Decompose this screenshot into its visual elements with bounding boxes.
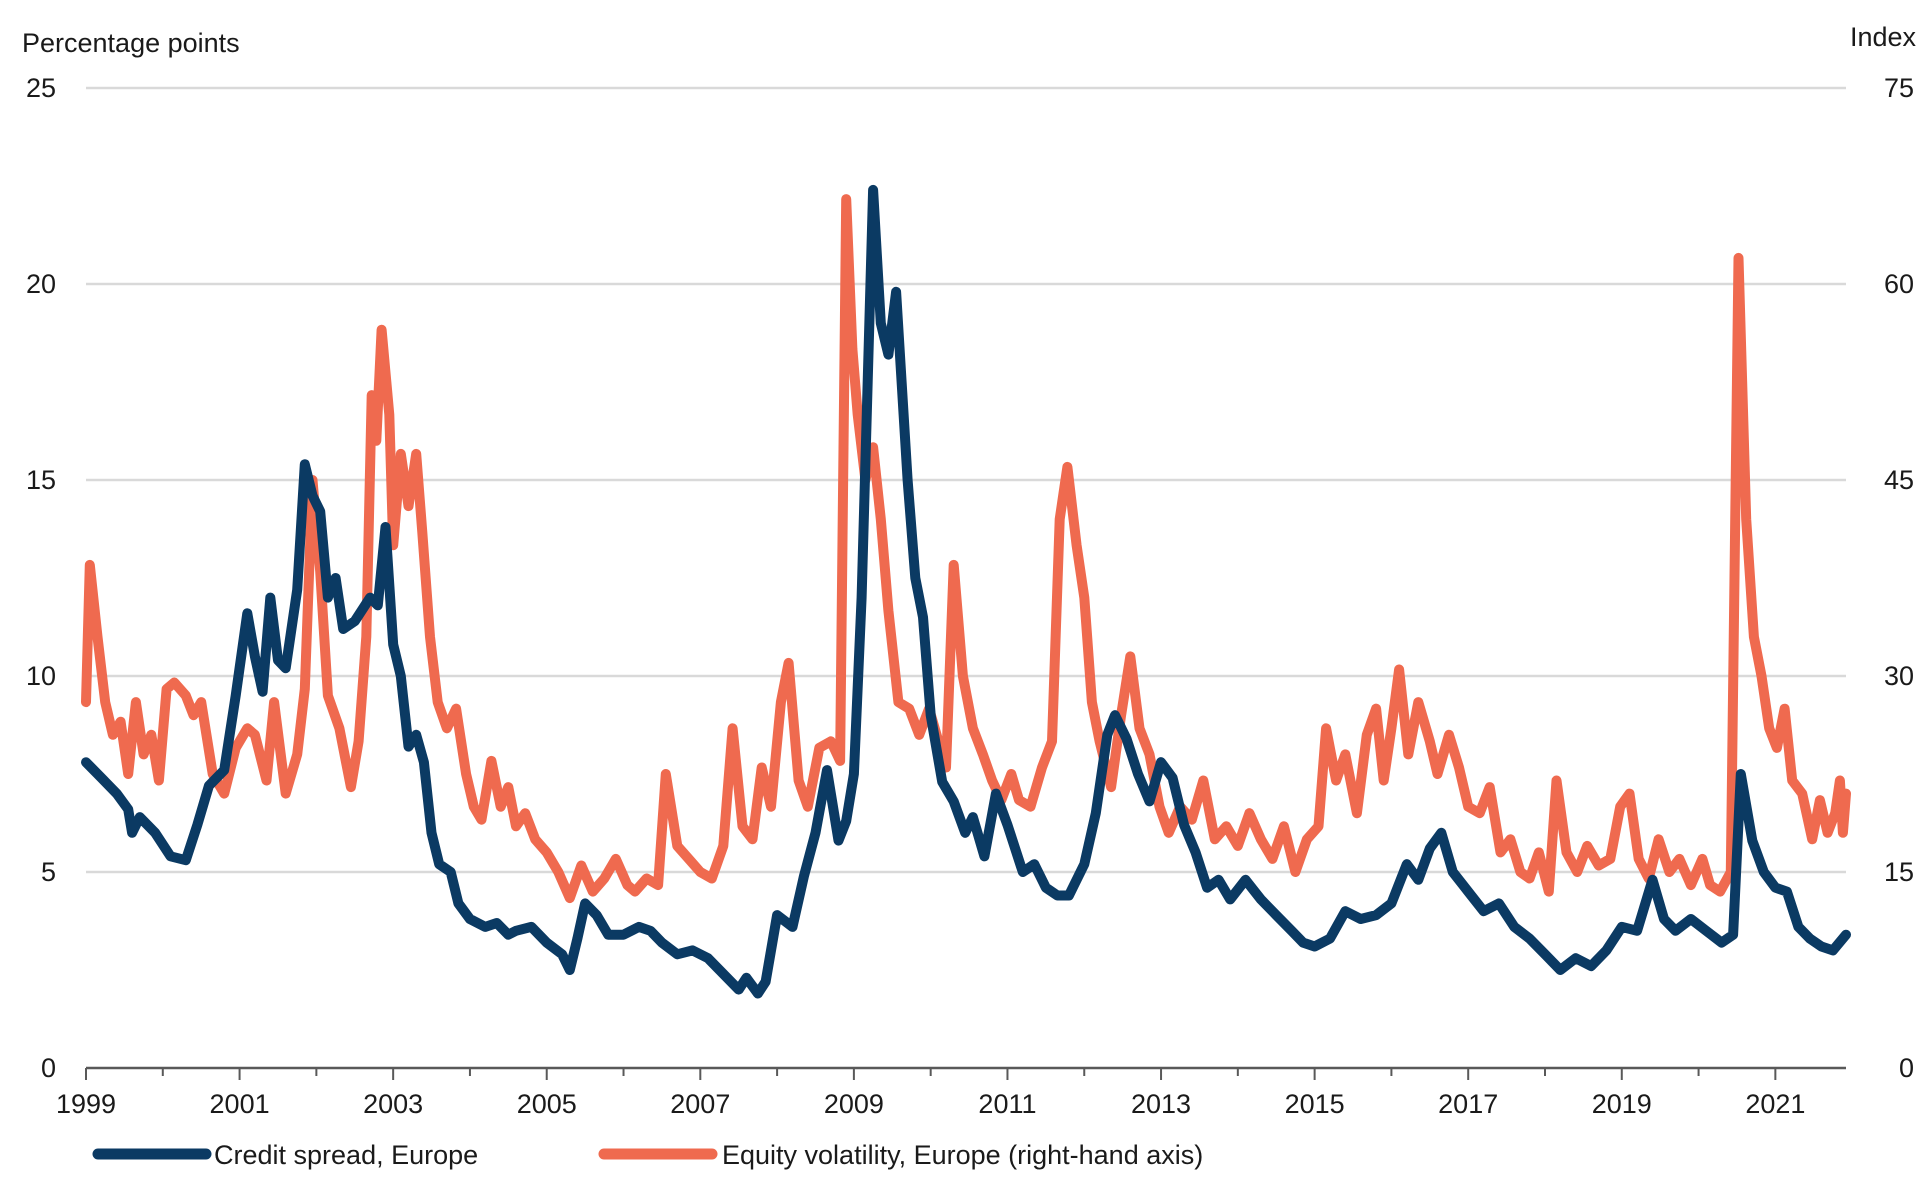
x-axis: 1999 2001 2003 2005 2007 2009 2011 2013 2015 2017… [56,1066,1846,1119]
x-tick-label: 2007 [670,1089,730,1119]
x-tick-label: 2009 [824,1089,884,1119]
y-left-tick-label: 5 [41,857,56,887]
y-left-tick-label: 15 [26,465,56,495]
x-tick-label: 2019 [1592,1089,1652,1119]
series-lines [81,184,1851,999]
right-axis-label: Index [1850,22,1917,52]
series-line-1 [81,184,1851,999]
y-left-tick-label: 0 [41,1053,56,1083]
y-left-tick-label: 20 [26,269,56,299]
y-left-tick-label: 10 [26,661,56,691]
y-axis-right: 0 15 30 45 60 75 [1884,73,1914,1083]
legend: Credit spread, Europe Equity volatility, … [92,1140,1203,1170]
y-right-tick-label: 75 [1884,73,1914,103]
legend-label-1: Credit spread, Europe [214,1140,478,1170]
x-tick-label: 2017 [1438,1089,1498,1119]
legend-label-2: Equity volatility, Europe (right-hand ax… [722,1140,1203,1170]
x-tick-label: 2001 [210,1089,270,1119]
left-axis-label: Percentage points [22,28,240,58]
x-tick-label: 2003 [363,1089,423,1119]
x-tick-label: 2015 [1285,1089,1345,1119]
x-tick-label: 2011 [978,1089,1036,1119]
x-tick-label: 2005 [517,1089,577,1119]
y-right-tick-label: 0 [1899,1053,1914,1083]
y-right-tick-label: 45 [1884,465,1914,495]
x-tick-label: 1999 [56,1089,116,1119]
y-right-tick-label: 60 [1884,269,1914,299]
y-left-tick-label: 25 [26,73,56,103]
y-right-tick-label: 30 [1884,661,1914,691]
y-right-tick-label: 15 [1884,857,1914,887]
series-line-2 [81,194,1851,904]
x-tick-label: 2013 [1131,1089,1191,1119]
gridlines [86,86,1846,874]
y-axis-left: 0 5 10 15 20 25 [26,73,56,1083]
x-tick-label: 2021 [1745,1089,1805,1119]
